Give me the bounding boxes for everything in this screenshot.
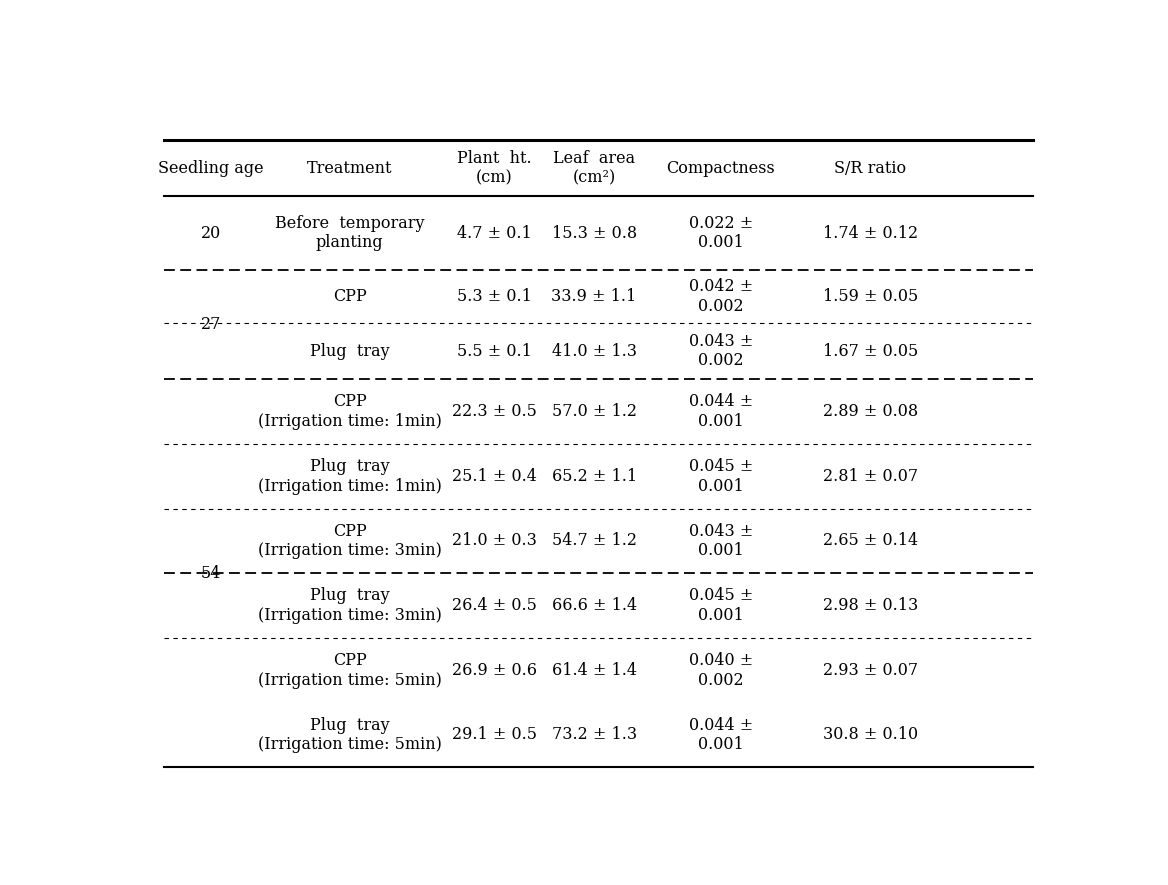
Text: 1.74 ± 0.12: 1.74 ± 0.12	[822, 225, 918, 242]
Text: 0.044 ±
0.001: 0.044 ± 0.001	[689, 717, 753, 753]
Text: 0.044 ±
0.001: 0.044 ± 0.001	[689, 393, 753, 430]
Text: 4.7 ± 0.1: 4.7 ± 0.1	[457, 225, 531, 242]
Text: 20: 20	[201, 225, 221, 242]
Text: 1.59 ± 0.05: 1.59 ± 0.05	[822, 288, 918, 304]
Text: 1.67 ± 0.05: 1.67 ± 0.05	[822, 342, 918, 359]
Text: Before  temporary
planting: Before temporary planting	[274, 215, 424, 251]
Text: 2.89 ± 0.08: 2.89 ± 0.08	[822, 403, 918, 420]
Text: 0.040 ±
0.002: 0.040 ± 0.002	[689, 652, 753, 689]
Text: 2.93 ± 0.07: 2.93 ± 0.07	[822, 662, 918, 679]
Text: Compactness: Compactness	[667, 160, 776, 177]
Text: 2.81 ± 0.07: 2.81 ± 0.07	[822, 468, 918, 485]
Text: 33.9 ± 1.1: 33.9 ± 1.1	[551, 288, 637, 304]
Text: 0.022 ±
0.001: 0.022 ± 0.001	[689, 215, 753, 251]
Text: 15.3 ± 0.8: 15.3 ± 0.8	[551, 225, 637, 242]
Text: Leaf  area
(cm²): Leaf area (cm²)	[552, 150, 635, 187]
Text: 29.1 ± 0.5: 29.1 ± 0.5	[452, 727, 537, 743]
Text: Treatment: Treatment	[307, 160, 392, 177]
Text: 54.7 ± 1.2: 54.7 ± 1.2	[551, 533, 637, 550]
Text: 0.043 ±
0.002: 0.043 ± 0.002	[689, 333, 753, 369]
Text: CPP
(Irrigation time: 5min): CPP (Irrigation time: 5min)	[258, 652, 442, 689]
Text: 73.2 ± 1.3: 73.2 ± 1.3	[551, 727, 637, 743]
Text: 26.9 ± 0.6: 26.9 ± 0.6	[452, 662, 537, 679]
Text: Plug  tray
(Irrigation time: 5min): Plug tray (Irrigation time: 5min)	[258, 717, 442, 753]
Text: 54: 54	[201, 565, 222, 581]
Text: 66.6 ± 1.4: 66.6 ± 1.4	[551, 597, 637, 614]
Text: Plug  tray: Plug tray	[310, 342, 389, 359]
Text: CPP
(Irrigation time: 1min): CPP (Irrigation time: 1min)	[258, 393, 442, 430]
Text: 21.0 ± 0.3: 21.0 ± 0.3	[452, 533, 537, 550]
Text: 25.1 ± 0.4: 25.1 ± 0.4	[452, 468, 537, 485]
Text: 57.0 ± 1.2: 57.0 ± 1.2	[551, 403, 637, 420]
Text: 0.042 ±
0.002: 0.042 ± 0.002	[689, 278, 753, 314]
Text: CPP
(Irrigation time: 3min): CPP (Irrigation time: 3min)	[258, 522, 442, 559]
Text: 2.65 ± 0.14: 2.65 ± 0.14	[822, 533, 918, 550]
Text: Plant  ht.
(cm): Plant ht. (cm)	[457, 150, 531, 187]
Text: 0.045 ±
0.001: 0.045 ± 0.001	[689, 458, 753, 495]
Text: 26.4 ± 0.5: 26.4 ± 0.5	[452, 597, 537, 614]
Text: 27: 27	[201, 316, 222, 333]
Text: 22.3 ± 0.5: 22.3 ± 0.5	[452, 403, 537, 420]
Text: 30.8 ± 0.10: 30.8 ± 0.10	[822, 727, 918, 743]
Text: Plug  tray
(Irrigation time: 1min): Plug tray (Irrigation time: 1min)	[258, 458, 442, 495]
Text: Plug  tray
(Irrigation time: 3min): Plug tray (Irrigation time: 3min)	[258, 588, 442, 624]
Text: 0.045 ±
0.001: 0.045 ± 0.001	[689, 588, 753, 624]
Text: S/R ratio: S/R ratio	[834, 160, 906, 177]
Text: 41.0 ± 1.3: 41.0 ± 1.3	[551, 342, 637, 359]
Text: 5.5 ± 0.1: 5.5 ± 0.1	[457, 342, 531, 359]
Text: Seedling age: Seedling age	[159, 160, 264, 177]
Text: 5.3 ± 0.1: 5.3 ± 0.1	[457, 288, 531, 304]
Text: 61.4 ± 1.4: 61.4 ± 1.4	[551, 662, 637, 679]
Text: CPP: CPP	[333, 288, 367, 304]
Text: 0.043 ±
0.001: 0.043 ± 0.001	[689, 522, 753, 559]
Text: 65.2 ± 1.1: 65.2 ± 1.1	[551, 468, 637, 485]
Text: 2.98 ± 0.13: 2.98 ± 0.13	[822, 597, 918, 614]
